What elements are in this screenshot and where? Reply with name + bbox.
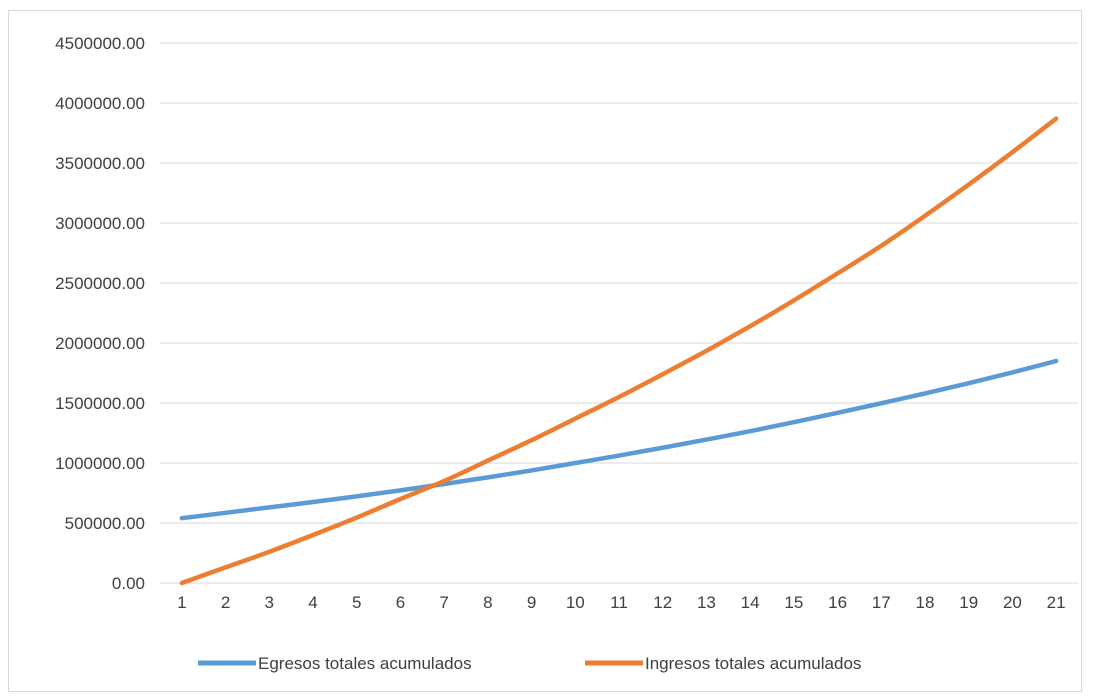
x-tick-label: 21: [1047, 593, 1066, 612]
y-tick-label: 4000000.00: [55, 94, 145, 113]
gridlines: [160, 42, 1078, 584]
x-tick-label: 5: [352, 593, 361, 612]
x-tick-label: 11: [610, 593, 628, 612]
x-tick-label: 10: [566, 593, 585, 612]
y-tick-label: 500000.00: [65, 514, 145, 533]
y-axis-tick-labels: 0.00 500000.00 1000000.00 1500000.00 2000000…: [55, 34, 145, 593]
x-tick-label: 17: [872, 593, 891, 612]
y-tick-label: 2000000.00: [55, 334, 145, 353]
x-tick-label: 20: [1003, 593, 1022, 612]
series-line-2: [179, 116, 1059, 586]
x-tick-label: 16: [828, 593, 847, 612]
series-line-1: [179, 358, 1059, 521]
x-tick-label: 7: [439, 593, 448, 612]
x-axis-tick-labels: 1 2 3 4 5 6 7 8 9 10 11 12 13 14 15 16 17 18 19 20 21: [177, 593, 1065, 612]
y-tick-label: 4500000.00: [55, 34, 145, 53]
chart-frame: [8, 10, 1082, 692]
x-tick-label: 9: [527, 593, 536, 612]
legend-label-1: Egresos totales acumulados: [258, 654, 472, 673]
x-tick-label: 4: [308, 593, 317, 612]
x-tick-label: 2: [221, 593, 230, 612]
x-tick-label: 15: [784, 593, 803, 612]
x-tick-label: 3: [265, 593, 274, 612]
series-lines: [179, 116, 1059, 586]
y-tick-label: 2500000.00: [55, 274, 145, 293]
x-tick-label: 13: [697, 593, 716, 612]
y-tick-label: 3500000.00: [55, 154, 145, 173]
y-tick-label: 1500000.00: [55, 394, 145, 413]
y-tick-label: 3000000.00: [55, 214, 145, 233]
x-tick-label: 1: [177, 593, 186, 612]
x-tick-label: 19: [959, 593, 978, 612]
x-tick-label: 8: [483, 593, 492, 612]
legend: Egresos totales acumulados Ingresos total…: [198, 654, 861, 673]
x-tick-label: 18: [916, 593, 935, 612]
x-tick-label: 6: [396, 593, 405, 612]
y-tick-label: 0.00: [112, 574, 145, 593]
x-tick-label: 14: [741, 593, 760, 612]
y-tick-label: 1000000.00: [55, 454, 145, 473]
x-tick-label: 12: [653, 593, 672, 612]
legend-label-2: Ingresos totales acumulados: [645, 654, 861, 673]
